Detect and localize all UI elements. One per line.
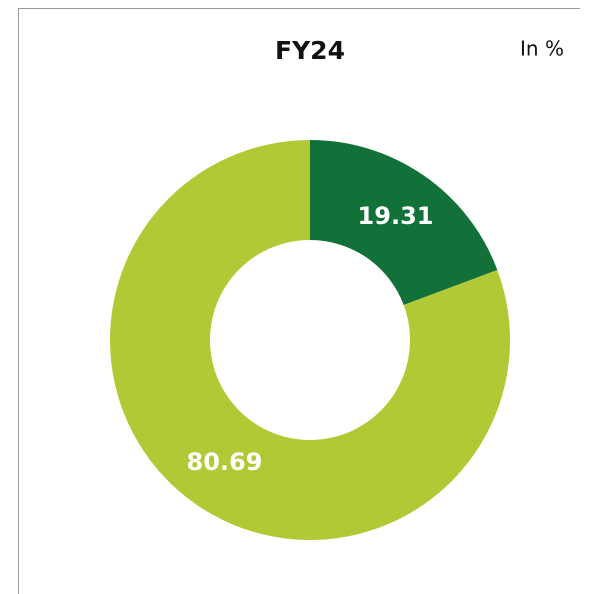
donut-slice [310, 140, 498, 306]
data-label: 80.69 [187, 448, 263, 476]
chart-title: FY24 [275, 36, 345, 65]
donut-slice [109, 140, 511, 540]
unit-note: In % [520, 37, 564, 61]
data-label: 19.31 [358, 202, 434, 230]
